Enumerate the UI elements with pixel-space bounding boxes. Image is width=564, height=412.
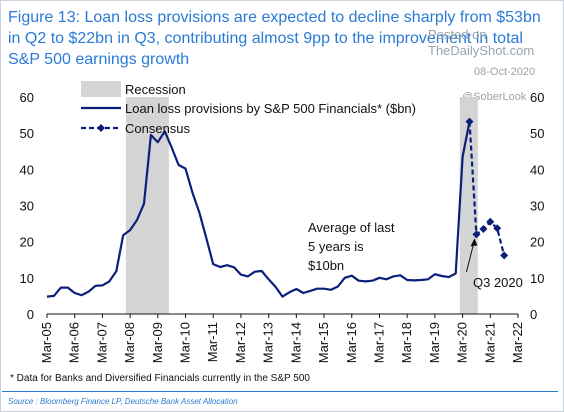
x-tick-label: Mar-05	[39, 322, 54, 363]
watermark-posted-on: Posted on	[428, 27, 487, 42]
x-tick-label: Mar-16	[344, 322, 359, 363]
consensus-point	[472, 230, 481, 239]
x-tick-label: Mar-11	[205, 322, 220, 362]
watermark-date: 08-Oct-2020	[474, 66, 536, 78]
source-separator	[2, 391, 558, 392]
annotation-average: Average of last	[308, 220, 395, 235]
provisions-line	[46, 121, 471, 298]
legend-swatch-recession	[81, 81, 121, 97]
y-tick-label-right: 0	[530, 307, 537, 322]
x-tick-label: Mar-13	[261, 322, 276, 363]
x-tick-label: Mar-20	[455, 322, 470, 363]
legend-marker-consensus	[97, 124, 105, 132]
watermark-site: TheDailyShot.com	[428, 43, 535, 58]
y-tick-label-right: 40	[530, 162, 544, 177]
x-tick-label: Mar-06	[67, 322, 82, 363]
consensus-point	[500, 251, 509, 260]
x-tick-label: Mar-12	[233, 322, 248, 363]
source-note: Source : Bloomberg Finance LP, Deutsche …	[8, 397, 238, 406]
x-tick-label: Mar-14	[288, 322, 303, 363]
annotation-average: $10bn	[308, 258, 344, 273]
legend-label: Consensus	[125, 121, 191, 136]
watermark-handle: @SoberLook	[462, 91, 527, 103]
x-tick-label: Mar-07	[94, 322, 109, 363]
consensus-point	[486, 217, 495, 226]
y-tick-label-right: 20	[530, 235, 544, 250]
x-tick-label: Mar-21	[482, 322, 497, 363]
recession-band-1	[125, 97, 169, 314]
y-tick-label-right: 30	[530, 199, 544, 214]
y-tick-label-left: 60	[20, 90, 34, 105]
x-tick-label: Mar-18	[399, 322, 414, 363]
consensus-point	[479, 225, 488, 234]
y-tick-label-right: 60	[530, 90, 544, 105]
annotation-q3: Q3 2020	[473, 275, 523, 290]
x-tick-label: Mar-09	[150, 322, 165, 363]
annotation-q3-arrowhead	[470, 238, 478, 247]
y-tick-label-right: 50	[530, 126, 544, 141]
y-tick-label-right: 10	[530, 271, 544, 286]
y-tick-label-left: 0	[27, 307, 34, 322]
y-tick-label-left: 50	[20, 126, 34, 141]
chart-title: Figure 13: Loan loss provisions are expe…	[8, 9, 541, 68]
x-tick-label: Mar-15	[316, 322, 331, 363]
consensus-point	[465, 117, 474, 126]
y-tick-label-left: 30	[20, 199, 34, 214]
legend-label: Recession	[125, 82, 186, 97]
legend-label: Loan loss provisions by S&P 500 Financia…	[125, 101, 416, 116]
consensus-line	[468, 121, 506, 256]
y-tick-label-left: 10	[20, 271, 34, 286]
footnote: * Data for Banks and Diversified Financi…	[10, 373, 310, 384]
consensus-point	[493, 224, 502, 233]
x-tick-label: Mar-19	[427, 322, 442, 363]
x-tick-label: Mar-10	[178, 322, 193, 363]
y-tick-label-left: 40	[20, 162, 34, 177]
y-tick-label-left: 20	[20, 235, 34, 250]
annotation-average: 5 years is	[308, 239, 364, 254]
x-tick-label: Mar-22	[510, 322, 525, 363]
x-tick-label: Mar-17	[371, 322, 386, 363]
x-tick-label: Mar-08	[122, 322, 137, 363]
